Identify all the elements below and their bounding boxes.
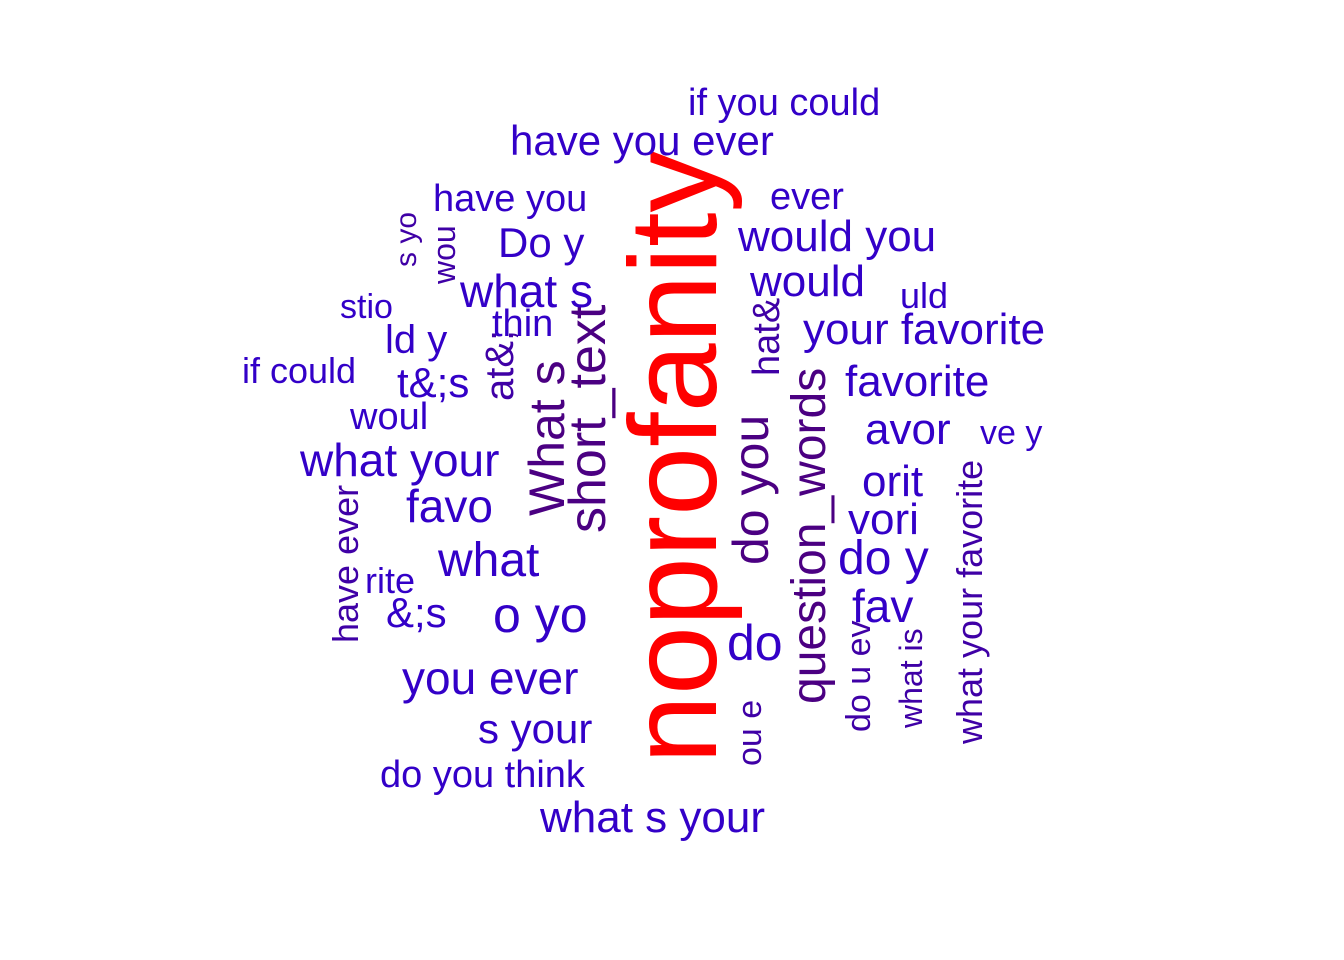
word-do: do [727, 615, 783, 671]
word-ld-y: ld y [385, 318, 448, 362]
word-stio: stio [340, 288, 393, 326]
word-what: what [438, 534, 540, 587]
word-thin: thin [492, 303, 554, 345]
word-have-you-ever: have you ever [510, 117, 774, 164]
word-avor: avor [865, 405, 951, 454]
word-what-your: what your [300, 434, 500, 486]
word-ou-e: ou e [731, 699, 769, 766]
word-vori: vori [848, 495, 919, 544]
word-would-you: would you [738, 212, 937, 261]
word-rite: rite [365, 560, 416, 601]
word-if-you-could: if you could [688, 82, 881, 124]
word-ever: ever [770, 176, 844, 218]
word-favorite: favorite [845, 357, 990, 406]
word-if-could: if could [242, 350, 357, 391]
word-what-s-your: what s your [540, 793, 765, 842]
word-do-you-think: do you think [380, 754, 585, 796]
word-do-y-top: Do y [498, 219, 585, 266]
word-ve-y: ve y [980, 414, 1043, 452]
word-have-ever-vertical: have ever [325, 484, 366, 643]
word-what-your-favorite-vertical: what your favorite [949, 459, 990, 744]
word-s-your: s your [478, 705, 593, 752]
word-uld: uld [900, 275, 949, 316]
word-would: would [750, 257, 865, 306]
word-what-s: what s [460, 265, 593, 317]
word-fav: fav [852, 580, 914, 632]
word-whats-vertical: What s [519, 360, 575, 516]
word-do-y-mid: do y [838, 532, 929, 585]
word-woul: woul [350, 396, 429, 438]
word-you-ever: you ever [402, 652, 579, 704]
word-t-amp-s: t&;s [397, 359, 470, 406]
word-s-yo-vertical: s yo [390, 211, 423, 267]
word-do-u-ev: do u ev [840, 620, 878, 732]
word-have-you: have you [433, 178, 588, 220]
word-wou-vertical: wou [426, 225, 462, 284]
word-hat-amp: hat& [746, 297, 788, 376]
word-orit: orit [862, 457, 924, 506]
word-question-words: question_words [783, 367, 836, 704]
word-do-you-vertical: do you [723, 414, 779, 565]
word-noprofanity: noprofanity [605, 150, 743, 764]
word-amp-s: &;s [386, 589, 447, 636]
word-your-favorite: your favorite [803, 305, 1046, 354]
word-o-yo: o yo [493, 587, 588, 643]
word-what-is: what is [893, 628, 929, 728]
word-favo: favo [406, 480, 493, 532]
